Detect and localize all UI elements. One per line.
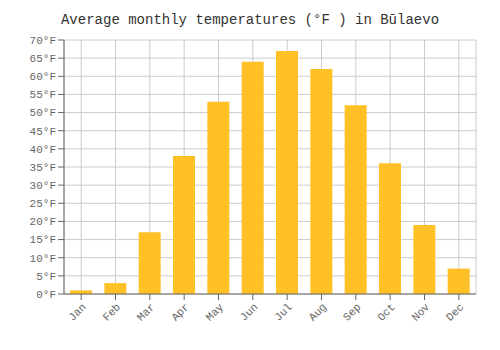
svg-text:Jul: Jul — [272, 301, 294, 323]
svg-text:30°F: 30°F — [30, 180, 56, 192]
svg-text:Dec: Dec — [444, 301, 466, 323]
svg-text:55°F: 55°F — [30, 89, 56, 101]
svg-text:70°F: 70°F — [30, 35, 56, 47]
svg-text:45°F: 45°F — [30, 126, 56, 138]
svg-text:20°F: 20°F — [30, 216, 56, 228]
html-text:Average monthly temperatures (: Average monthly temperatures (°F ) in Bū… — [61, 12, 439, 28]
svg-text:25°F: 25°F — [30, 198, 56, 210]
svg-text:60°F: 60°F — [30, 71, 56, 83]
svg-text:Mar: Mar — [135, 301, 157, 323]
svg-text:40°F: 40°F — [30, 144, 56, 156]
svg-text:Oct: Oct — [375, 301, 397, 323]
svg-text:Apr: Apr — [169, 301, 191, 323]
svg-text:Jun: Jun — [238, 301, 260, 323]
svg-text:10°F: 10°F — [30, 253, 56, 265]
svg-text:0°F: 0°F — [36, 289, 56, 301]
svg-text:Jan: Jan — [66, 301, 88, 323]
svg-text:Aug: Aug — [307, 301, 329, 323]
svg-text:35°F: 35°F — [30, 162, 56, 174]
svg-text:5°F: 5°F — [36, 271, 56, 283]
svg-text:15°F: 15°F — [30, 234, 56, 246]
svg-text:50°F: 50°F — [30, 107, 56, 119]
svg-text:Nov: Nov — [410, 301, 433, 324]
svg-text:Sep: Sep — [341, 301, 363, 323]
svg-text:65°F: 65°F — [30, 53, 56, 65]
svg-text:Feb: Feb — [101, 301, 123, 323]
svg-text:May: May — [204, 301, 227, 324]
